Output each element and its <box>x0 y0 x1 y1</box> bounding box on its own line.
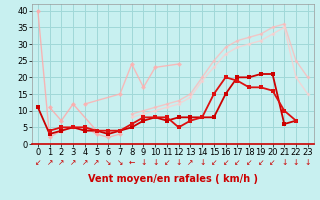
Text: ↓: ↓ <box>305 158 311 167</box>
Text: ↗: ↗ <box>58 158 65 167</box>
Text: ↙: ↙ <box>35 158 41 167</box>
Text: ↘: ↘ <box>117 158 123 167</box>
Text: ↙: ↙ <box>234 158 241 167</box>
Text: ↙: ↙ <box>258 158 264 167</box>
Text: ↓: ↓ <box>281 158 287 167</box>
Text: ↙: ↙ <box>222 158 229 167</box>
Text: ↗: ↗ <box>93 158 100 167</box>
Text: ↙: ↙ <box>269 158 276 167</box>
Text: ↙: ↙ <box>164 158 170 167</box>
Text: ↗: ↗ <box>46 158 53 167</box>
Text: ↓: ↓ <box>199 158 205 167</box>
Text: ↙: ↙ <box>211 158 217 167</box>
Text: ↙: ↙ <box>246 158 252 167</box>
Text: ↓: ↓ <box>175 158 182 167</box>
Text: ←: ← <box>129 158 135 167</box>
Text: ↓: ↓ <box>140 158 147 167</box>
Text: ↗: ↗ <box>82 158 88 167</box>
Text: ↗: ↗ <box>70 158 76 167</box>
Text: ↗: ↗ <box>187 158 194 167</box>
Text: ↘: ↘ <box>105 158 111 167</box>
Text: ↓: ↓ <box>293 158 299 167</box>
X-axis label: Vent moyen/en rafales ( km/h ): Vent moyen/en rafales ( km/h ) <box>88 174 258 184</box>
Text: ↓: ↓ <box>152 158 158 167</box>
